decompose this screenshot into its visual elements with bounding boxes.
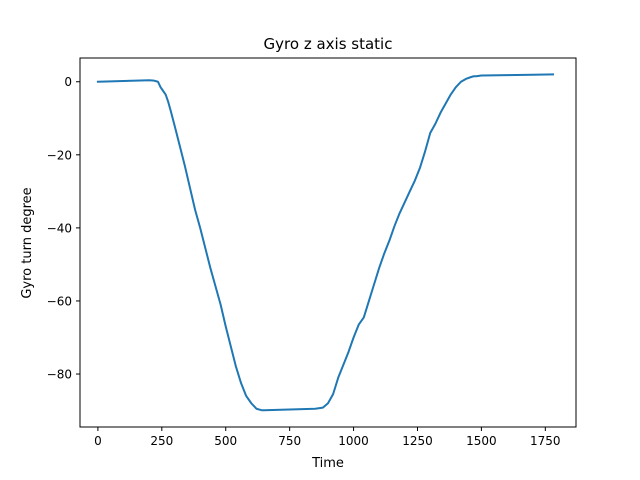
x-tick-label: 1500 — [466, 434, 497, 448]
x-tick-label: 1250 — [402, 434, 433, 448]
y-tick-label: −40 — [47, 221, 72, 235]
series-line-0 — [96, 73, 555, 412]
axes-frame — [79, 57, 577, 428]
x-tick-label: 750 — [278, 434, 301, 448]
y-tick-label: 0 — [64, 75, 72, 89]
x-axis-title: Time — [311, 456, 344, 471]
x-tick-label: 0 — [94, 434, 102, 448]
y-tick-label: −20 — [47, 148, 72, 162]
x-tick-label: 1000 — [338, 434, 369, 448]
x-tick-label: 500 — [214, 434, 237, 448]
y-tick-label: −60 — [47, 294, 72, 308]
y-axis-title: Gyro turn degree — [20, 187, 35, 298]
plot-area: 0 250 500 750 1000 1250 1500 1750 0 −20 −40 −60 −80 — [47, 57, 577, 448]
x-tick-label: 1750 — [530, 434, 561, 448]
x-tick-label: 250 — [150, 434, 173, 448]
y-tick-label: −80 — [47, 368, 72, 382]
chart-title: Gyro z axis static — [264, 35, 393, 53]
